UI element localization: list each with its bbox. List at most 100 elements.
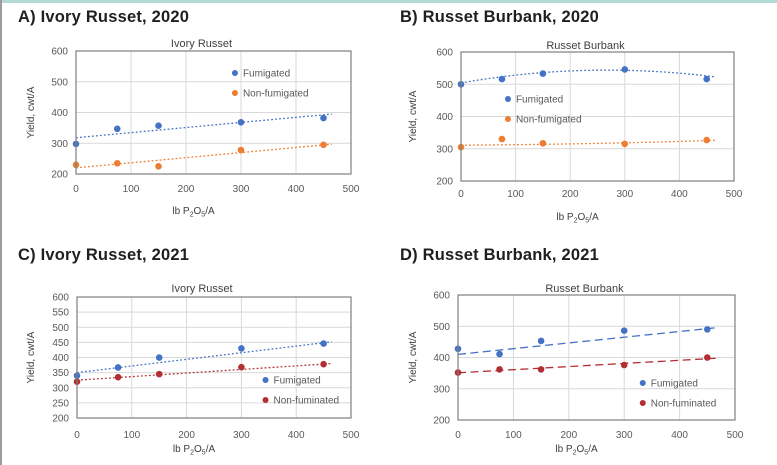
y-axis-tick-label: 500	[436, 80, 453, 91]
legend-label: Non-fumigated	[516, 114, 582, 125]
x-axis-tick-label: 300	[616, 189, 633, 200]
y-axis-tick-label: 500	[433, 322, 450, 333]
trend-line	[460, 69, 715, 84]
legend-label: Non-fuminated	[274, 396, 340, 407]
data-point	[496, 366, 503, 373]
x-axis-tick-label: 100	[507, 189, 524, 200]
data-point	[155, 354, 163, 361]
data-point	[498, 135, 506, 143]
x-axis-title: lb P2O5/A	[172, 206, 215, 219]
y-axis-tick-label: 300	[436, 144, 453, 155]
y-axis-tick-label: 350	[52, 368, 69, 379]
x-axis-tick-label: 0	[458, 189, 464, 200]
legend-label: Fumigated	[274, 376, 321, 387]
legend-marker	[639, 400, 646, 406]
legend-marker	[231, 90, 238, 97]
x-axis-tick-label: 300	[233, 430, 250, 441]
x-axis-title: lb P2O5/A	[173, 444, 216, 457]
data-point	[155, 163, 162, 170]
data-point	[238, 363, 245, 371]
x-axis-title: lb P2O5/A	[556, 212, 599, 225]
legend-marker	[639, 380, 646, 386]
x-axis-tick-label: 300	[233, 184, 250, 195]
y-axis-tick-label: 200	[436, 177, 453, 188]
y-axis-tick-label: 600	[436, 48, 453, 59]
y-axis-tick-label: 400	[51, 108, 68, 119]
legend-label: Non-fuminated	[651, 399, 717, 410]
data-point	[498, 75, 506, 83]
x-axis-tick-label: 400	[288, 184, 305, 195]
trend-line	[76, 341, 332, 374]
panel-b-heading: B) Russet Burbank, 2020	[400, 8, 599, 26]
x-axis-tick-label: 100	[123, 430, 140, 441]
plot-border	[460, 51, 735, 182]
data-point	[537, 366, 545, 373]
x-axis-title: lb P2O5/A	[555, 444, 598, 457]
data-point	[320, 360, 327, 368]
data-point	[621, 140, 629, 148]
chart-title: Russet Burbank	[546, 40, 625, 52]
y-axis-tick-label: 600	[433, 291, 450, 302]
data-point	[320, 114, 327, 122]
legend-marker	[504, 95, 511, 102]
y-axis-tick-label: 450	[52, 338, 69, 349]
y-axis-title: Yield, cwt/A	[26, 331, 37, 383]
data-point	[320, 340, 327, 347]
data-point	[114, 373, 122, 381]
x-axis-tick-label: 500	[726, 189, 743, 200]
y-axis-tick-label: 300	[51, 139, 68, 150]
x-axis-tick-label: 200	[178, 430, 195, 441]
trend-line	[75, 143, 332, 169]
data-point	[537, 337, 545, 345]
chart-russet-burbank-2020: 0 100 200 300 400 500 200 300 400 500 600 Russet Bu…	[408, 40, 743, 225]
data-point	[155, 122, 162, 130]
chart-ivory-russet-2020: 0 100 200 300 400 500 200 300 400 500 600 Ivory Rus…	[26, 38, 360, 219]
x-axis-tick-label: 400	[671, 430, 688, 441]
y-axis-tick-label: 200	[433, 416, 450, 427]
y-axis-tick-label: 600	[51, 47, 68, 58]
data-point	[320, 141, 327, 149]
trend-line	[76, 362, 332, 381]
data-point	[621, 66, 629, 73]
data-point	[620, 361, 628, 369]
data-point	[113, 159, 121, 167]
data-point	[703, 75, 710, 83]
y-axis-tick-label: 600	[52, 293, 69, 304]
x-axis-tick-label: 500	[727, 430, 744, 441]
data-point	[496, 350, 503, 358]
data-point	[704, 354, 711, 361]
x-axis-tick-label: 200	[560, 430, 577, 441]
y-axis-tick-label: 250	[52, 398, 69, 409]
left-edge-line	[0, 0, 2, 465]
data-point	[704, 326, 711, 333]
data-point	[620, 327, 628, 334]
data-point	[155, 370, 163, 378]
chart-title: Ivory Russet	[171, 283, 232, 295]
data-point	[238, 345, 245, 352]
x-axis-tick-label: 0	[73, 184, 79, 195]
x-axis-tick-label: 0	[455, 430, 461, 441]
data-point	[114, 364, 122, 371]
x-axis-tick-label: 100	[505, 430, 522, 441]
x-axis-tick-label: 500	[343, 184, 360, 195]
trend-line	[457, 326, 719, 356]
trend-line	[75, 113, 332, 139]
plot-border	[76, 296, 352, 419]
data-point	[539, 70, 547, 77]
x-axis-tick-label: 400	[288, 430, 305, 441]
y-axis-tick-label: 300	[52, 383, 69, 394]
data-point	[237, 119, 245, 126]
chart-title: Ivory Russet	[171, 38, 232, 50]
y-axis-tick-label: 400	[433, 353, 450, 364]
x-axis-tick-label: 200	[562, 189, 579, 200]
legend-label: Fumigated	[516, 94, 563, 105]
chart-ivory-russet-2021: 0 100 200 300 400 500 200 250 300 350 400 450 500 550…	[26, 283, 360, 457]
data-point	[113, 125, 121, 133]
trend-line	[460, 139, 715, 146]
y-axis-tick-label: 400	[52, 353, 69, 364]
legend-label: Fumigated	[651, 379, 698, 390]
chart-title: Russet Burbank	[545, 283, 624, 295]
plot-border	[75, 50, 352, 175]
y-axis-title: Yield, cwt/A	[26, 86, 37, 138]
top-edge-accent	[0, 0, 777, 3]
